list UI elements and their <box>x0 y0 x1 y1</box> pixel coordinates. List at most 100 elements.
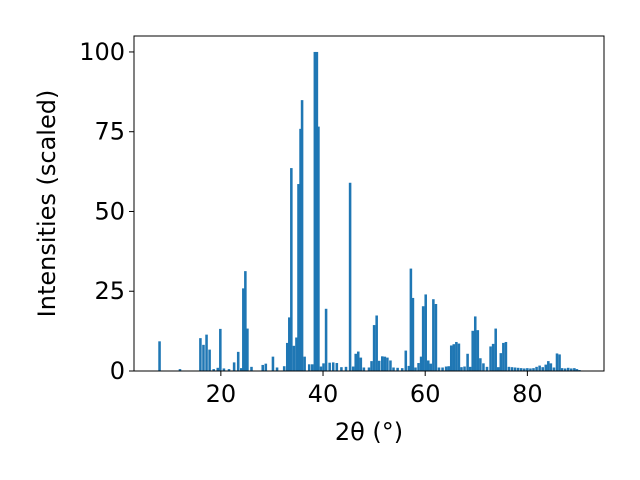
bar-53 <box>372 325 376 371</box>
bar-96 <box>494 328 497 371</box>
bar-84 <box>460 367 463 371</box>
bar-22 <box>282 366 286 371</box>
x-tick-label-1: 40 <box>308 380 339 408</box>
bar-69 <box>419 356 423 371</box>
bar-7 <box>216 367 220 371</box>
bar-107 <box>526 368 529 371</box>
bar-15 <box>244 271 247 371</box>
bar-1 <box>178 369 182 371</box>
bar-100 <box>504 341 508 371</box>
bar-34 <box>313 51 317 371</box>
bar-56 <box>381 356 384 371</box>
bar-66 <box>411 297 415 371</box>
bar-44 <box>344 366 348 371</box>
bar-48 <box>356 351 360 371</box>
bar-117 <box>555 353 559 371</box>
bar-33 <box>311 364 314 371</box>
y-tick-label-4: 100 <box>79 38 125 66</box>
bar-59 <box>389 360 392 371</box>
bar-18 <box>261 364 265 371</box>
bar-43 <box>340 367 343 371</box>
bar-31 <box>303 356 306 371</box>
bar-39 <box>324 308 328 371</box>
x-tick-label-3: 80 <box>512 380 543 408</box>
bar-82 <box>455 341 458 371</box>
bar-105 <box>519 368 523 371</box>
bar-81 <box>452 344 456 371</box>
bar-32 <box>307 364 311 371</box>
bar-55 <box>377 360 381 371</box>
bar-78 <box>444 366 448 371</box>
bar-103 <box>513 367 517 371</box>
bar-54 <box>375 315 378 371</box>
x-axis-label: 2θ (°) <box>335 418 403 446</box>
bar-12 <box>236 351 240 371</box>
bar-106 <box>523 368 526 371</box>
bar-79 <box>447 366 450 371</box>
bar-118 <box>558 354 561 371</box>
bar-67 <box>414 367 417 371</box>
x-axis-ticks: 20 40 60 80 <box>206 371 543 408</box>
bar-113 <box>544 364 548 371</box>
bar-9 <box>222 368 226 371</box>
bar-64 <box>407 365 411 371</box>
bar-51 <box>367 367 371 371</box>
bar-71 <box>424 294 427 371</box>
bar-85 <box>463 366 466 371</box>
bar-20 <box>271 356 275 371</box>
bar-98 <box>499 353 503 371</box>
bar-108 <box>529 368 532 371</box>
bar-74 <box>432 299 435 371</box>
bar-37 <box>319 366 323 371</box>
bar-47 <box>354 353 357 371</box>
bar-68 <box>417 363 420 371</box>
bar-29 <box>299 128 302 371</box>
bar-76 <box>437 367 441 371</box>
y-tick-label-2: 50 <box>94 197 125 225</box>
bar-38 <box>322 363 325 371</box>
bar-0 <box>158 341 161 371</box>
bar-99 <box>502 342 505 371</box>
bar-111 <box>538 365 541 371</box>
bar-120 <box>563 368 567 371</box>
bar-46 <box>351 366 355 371</box>
bar-123 <box>573 368 576 371</box>
bar-61 <box>396 367 399 371</box>
bar-50 <box>362 367 366 371</box>
bar-70 <box>421 306 425 371</box>
y-axis-label: Intensities (scaled) <box>33 90 61 318</box>
bar-24 <box>288 317 291 371</box>
y-tick-label-3: 75 <box>94 118 125 146</box>
bar-11 <box>232 362 236 371</box>
bar-62 <box>400 368 404 371</box>
bar-42 <box>335 363 339 371</box>
y-tick-label-1: 25 <box>94 277 125 305</box>
bar-91 <box>479 358 482 371</box>
bar-77 <box>441 367 444 371</box>
y-tick-label-0: 0 <box>110 357 125 385</box>
x-tick-label-2: 60 <box>410 380 441 408</box>
bar-41 <box>331 362 335 371</box>
bar-25 <box>290 168 293 371</box>
bar-52 <box>370 361 373 371</box>
bar-63 <box>404 350 408 371</box>
bar-5 <box>208 349 211 371</box>
bar-97 <box>496 367 500 371</box>
bar-8 <box>219 328 222 371</box>
bar-88 <box>471 330 474 371</box>
bar-58 <box>386 357 389 371</box>
bar-87 <box>468 366 472 371</box>
bar-101 <box>507 366 511 371</box>
bar-35 <box>315 51 319 371</box>
bar-3 <box>202 344 205 371</box>
bar-95 <box>491 343 495 371</box>
bar-115 <box>549 363 553 371</box>
bar-83 <box>457 343 461 371</box>
bar-49 <box>359 357 363 371</box>
bar-26 <box>292 345 296 371</box>
bar-92 <box>482 363 485 371</box>
bar-73 <box>429 363 433 371</box>
bar-124 <box>575 369 579 371</box>
bar-4 <box>205 334 208 371</box>
